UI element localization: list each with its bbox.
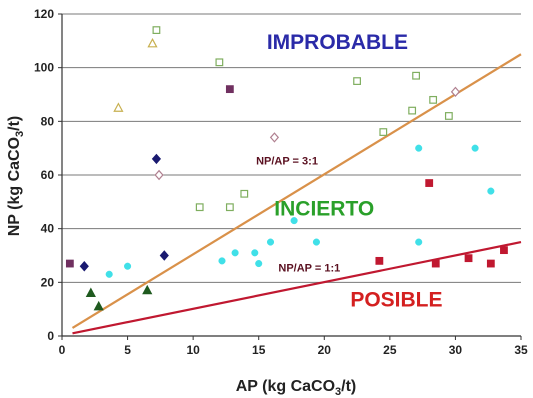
x-tick-label: 10 — [186, 343, 200, 357]
data-point — [159, 250, 169, 261]
y-tick-label: 0 — [47, 329, 54, 343]
data-point — [312, 238, 320, 246]
ratio-line-label: NP/AP = 3:1 — [256, 155, 318, 167]
data-point — [415, 144, 423, 152]
data-point — [486, 259, 495, 268]
y-tick-label: 120 — [34, 7, 54, 21]
x-tick-label: 0 — [59, 343, 66, 357]
data-point — [152, 26, 161, 34]
x-tick-label: 30 — [449, 343, 463, 357]
data-point — [93, 300, 104, 311]
data-point — [79, 261, 89, 272]
data-point — [215, 58, 224, 67]
data-point — [124, 262, 132, 270]
tick-labels: 0 20 40 60 80 100 120 0 5 10 15 20 25 30 35 — [34, 7, 528, 357]
data-point — [429, 95, 438, 104]
data-point — [431, 259, 440, 268]
y-tick-label: 60 — [41, 168, 55, 182]
y-axis-title: NP (kg CaCO3/t) — [6, 116, 26, 237]
ratio-line-1-1 — [72, 241, 522, 335]
data-point — [154, 169, 164, 181]
data-point — [195, 203, 204, 212]
data-point — [218, 257, 226, 265]
y-tick-label: 40 — [41, 222, 55, 236]
data-point — [225, 203, 234, 212]
data-point — [500, 246, 508, 255]
annotations: NP/AP = 3:1 NP/AP = 1:1 IMPROBABLE INCIERTO… — [256, 31, 442, 312]
region-label-posible: POSIBLE — [350, 288, 442, 311]
y-tick-label: 20 — [41, 275, 55, 289]
ratio-lines — [71, 53, 522, 335]
data-point — [105, 270, 113, 278]
data-point — [151, 153, 162, 165]
data-point — [375, 256, 384, 265]
data-point — [290, 217, 298, 225]
ratio-line-label: NP/AP = 1:1 — [278, 263, 340, 275]
gridlines — [62, 13, 521, 283]
data-point — [113, 102, 124, 112]
x-tick-label: 5 — [124, 343, 131, 357]
y-tick-label: 80 — [41, 114, 55, 128]
data-point — [444, 112, 453, 120]
data-point — [251, 249, 259, 257]
data-point — [379, 128, 388, 136]
data-point — [65, 259, 74, 268]
data-point — [85, 287, 96, 297]
data-point — [412, 71, 420, 80]
x-tick-label: 25 — [383, 343, 397, 357]
ratio-line-3-1 — [71, 53, 522, 329]
data-point — [464, 254, 473, 263]
data-point — [415, 238, 423, 246]
x-axis-title: AP (kg CaCO3/t) — [236, 378, 357, 398]
region-label-improbable: IMPROBABLE — [267, 31, 408, 54]
data-point — [450, 86, 461, 98]
data-point — [142, 284, 153, 295]
data-point — [255, 260, 263, 268]
data-point — [269, 132, 280, 143]
data-points — [65, 26, 508, 311]
x-tick-label: 35 — [514, 343, 528, 357]
data-point — [425, 179, 434, 187]
region-label-incierto: INCIERTO — [274, 197, 374, 220]
axes — [58, 13, 522, 340]
data-point — [408, 106, 417, 115]
data-point — [471, 144, 479, 152]
data-point — [231, 249, 239, 257]
x-tick-label: 15 — [252, 343, 266, 357]
x-tick-label: 20 — [318, 343, 332, 357]
data-point — [147, 37, 158, 48]
y-tick-label: 100 — [34, 61, 54, 75]
data-point — [353, 77, 361, 85]
data-point — [225, 85, 234, 94]
data-point — [240, 189, 249, 198]
data-point — [487, 187, 495, 195]
data-point — [266, 238, 275, 246]
